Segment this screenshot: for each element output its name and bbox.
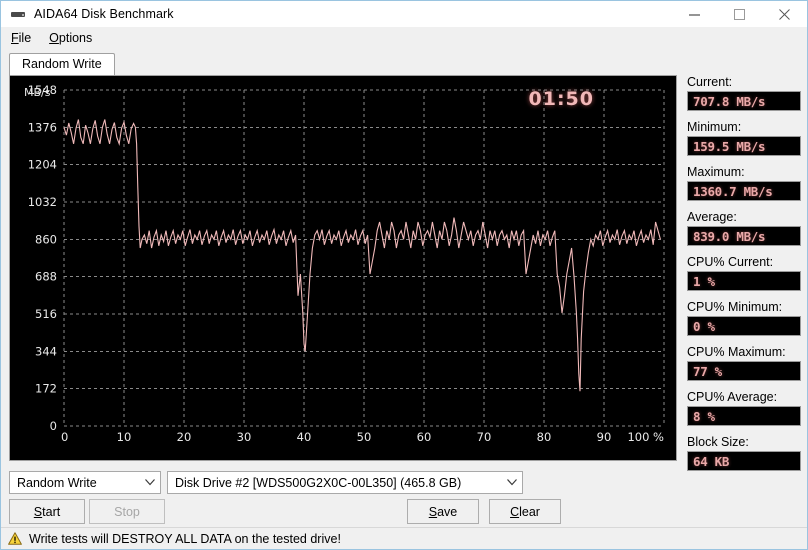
y-tick-label: 688 bbox=[35, 270, 57, 284]
minimize-icon[interactable] bbox=[672, 1, 717, 27]
disk-drive-icon bbox=[10, 6, 26, 22]
y-tick-label: 516 bbox=[35, 307, 57, 321]
stat-label: CPU% Maximum: bbox=[687, 345, 786, 359]
x-tick-label: 20 bbox=[177, 430, 192, 444]
stat-value: 707.8 MB/s bbox=[687, 91, 801, 111]
title-bar: AIDA64 Disk Benchmark bbox=[1, 1, 807, 27]
test-mode-select[interactable]: Random Write bbox=[9, 471, 161, 494]
stat-label: CPU% Average: bbox=[687, 390, 778, 404]
stats-panel: Current: 707.8 MB/s Minimum: 159.5 MB/s Maxi… bbox=[687, 75, 801, 471]
window-controls bbox=[672, 1, 807, 27]
stat-label: Block Size: bbox=[687, 435, 749, 449]
x-tick-label: 60 bbox=[417, 430, 432, 444]
x-tick-label: 50 bbox=[357, 430, 372, 444]
maximize-icon[interactable] bbox=[717, 1, 762, 27]
stat-value: 839.0 MB/s bbox=[687, 226, 801, 246]
stop-button-label: Stop bbox=[114, 504, 140, 519]
x-tick-label: 90 bbox=[597, 430, 612, 444]
stat-group: Average: 839.0 MB/s bbox=[687, 210, 801, 246]
stop-button: Stop bbox=[89, 499, 165, 524]
x-tick-label: 100 % bbox=[627, 430, 664, 444]
stat-group: CPU% Average: 8 % bbox=[687, 390, 801, 426]
close-icon[interactable] bbox=[762, 1, 807, 27]
stat-label: Maximum: bbox=[687, 165, 745, 179]
stat-group: Current: 707.8 MB/s bbox=[687, 75, 801, 111]
menu-item-file[interactable]: File bbox=[11, 31, 32, 45]
stat-group: CPU% Current: 1 % bbox=[687, 255, 801, 291]
drive-select[interactable]: Disk Drive #2 [WDS500G2X0C-00L350] (465.… bbox=[167, 471, 523, 494]
y-tick-label: 0 bbox=[50, 419, 57, 433]
stat-value: 0 % bbox=[687, 316, 801, 336]
save-button-rest: ave bbox=[437, 504, 458, 519]
y-tick-label: 344 bbox=[35, 344, 57, 358]
status-bar-text: Write tests will DESTROY ALL DATA on the… bbox=[29, 531, 341, 546]
y-tick-label: 172 bbox=[35, 382, 57, 396]
stat-value: 77 % bbox=[687, 361, 801, 381]
y-tick-label: 1032 bbox=[28, 195, 57, 209]
menu-item-options-rest: ptions bbox=[58, 31, 93, 45]
chart-y-axis-title: MB/s bbox=[24, 86, 51, 99]
chevron-down-icon[interactable] bbox=[502, 472, 522, 493]
tab-strip: Random Write bbox=[9, 53, 677, 76]
x-tick-label: 40 bbox=[297, 430, 312, 444]
menu-item-file-rest: ile bbox=[18, 31, 32, 45]
stat-value: 159.5 MB/s bbox=[687, 136, 801, 156]
stat-label: CPU% Current: bbox=[687, 255, 774, 269]
warning-triangle-icon bbox=[8, 532, 22, 545]
x-tick-label: 0 bbox=[61, 430, 68, 444]
stat-value: 1 % bbox=[687, 271, 801, 291]
menu-item-options[interactable]: Options bbox=[49, 31, 93, 45]
stat-group: Block Size: 64 KB bbox=[687, 435, 801, 471]
stat-label: CPU% Minimum: bbox=[687, 300, 783, 314]
stat-group: Maximum: 1360.7 MB/s bbox=[687, 165, 801, 201]
stat-label: Average: bbox=[687, 210, 737, 224]
x-tick-label: 80 bbox=[537, 430, 552, 444]
stat-group: Minimum: 159.5 MB/s bbox=[687, 120, 801, 156]
drive-select-value: Disk Drive #2 [WDS500G2X0C-00L350] (465.… bbox=[175, 475, 462, 490]
benchmark-chart-panel: 0 172 344 516 688 860 1032 1204 1376 1548 0 10 20 30 4… bbox=[9, 75, 677, 461]
clear-button-rest: lear bbox=[519, 504, 540, 519]
y-tick-label: 1548 bbox=[28, 83, 57, 97]
stat-value: 8 % bbox=[687, 406, 801, 426]
start-button-rest: tart bbox=[42, 504, 61, 519]
benchmark-chart: 0 172 344 516 688 860 1032 1204 1376 1548 0 10 20 30 4… bbox=[28, 83, 665, 444]
x-tick-label: 70 bbox=[477, 430, 492, 444]
y-tick-label: 1376 bbox=[28, 120, 57, 134]
y-tick-label: 1204 bbox=[28, 158, 57, 172]
chart-line-series bbox=[63, 119, 661, 392]
stat-value: 1360.7 MB/s bbox=[687, 181, 801, 201]
window-title: AIDA64 Disk Benchmark bbox=[34, 7, 174, 21]
stat-group: CPU% Minimum: 0 % bbox=[687, 300, 801, 336]
test-mode-value: Random Write bbox=[17, 475, 97, 490]
stat-label: Minimum: bbox=[687, 120, 742, 134]
stat-group: CPU% Maximum: 77 % bbox=[687, 345, 801, 381]
stat-label: Current: bbox=[687, 75, 733, 89]
x-tick-label: 10 bbox=[117, 430, 132, 444]
elapsed-timer: 01:50 bbox=[528, 88, 594, 110]
x-tick-label: 30 bbox=[237, 430, 252, 444]
y-tick-label: 860 bbox=[35, 232, 57, 246]
status-bar: Write tests will DESTROY ALL DATA on the… bbox=[1, 527, 807, 549]
chevron-down-icon[interactable] bbox=[140, 472, 160, 493]
menu-bar: File Options bbox=[1, 27, 807, 49]
tab-random-write[interactable]: Random Write bbox=[9, 53, 115, 76]
stat-value: 64 KB bbox=[687, 451, 801, 471]
